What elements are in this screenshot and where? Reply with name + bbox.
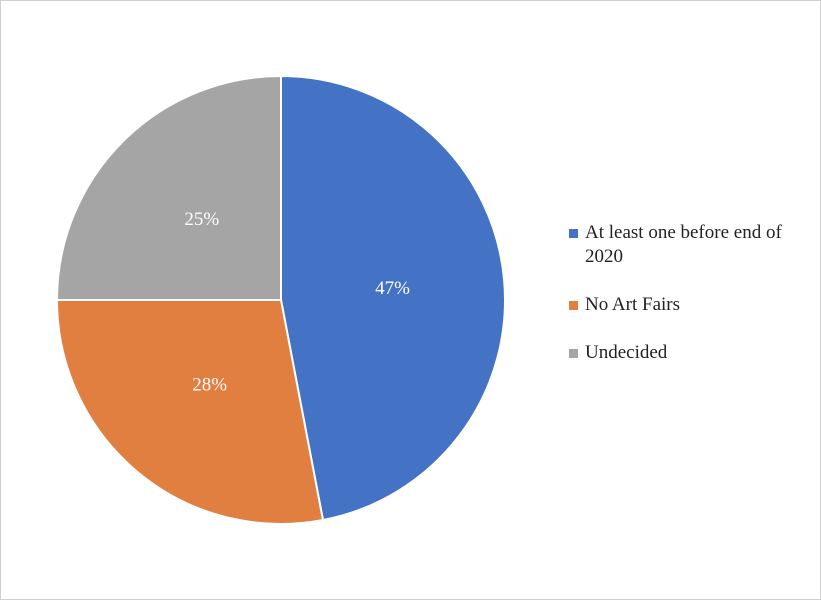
pie-slice bbox=[55, 74, 282, 301]
legend-item: Undecided bbox=[569, 341, 814, 365]
legend-label: At least one before end of 2020 bbox=[585, 222, 782, 267]
legend-label: No Art Fairs bbox=[585, 294, 680, 315]
legend-swatch bbox=[569, 301, 578, 310]
legend-swatch bbox=[569, 229, 578, 238]
legend: At least one before end of 2020 No Art Fa… bbox=[569, 221, 814, 373]
data-label: 28% bbox=[192, 375, 227, 396]
legend-item: No Art Fairs bbox=[569, 293, 814, 317]
legend-label: Undecided bbox=[585, 342, 668, 363]
pie-slice bbox=[55, 299, 325, 525]
legend-swatch bbox=[569, 349, 578, 358]
data-label: 25% bbox=[184, 209, 219, 230]
pie-slice bbox=[280, 74, 506, 522]
legend-item: At least one before end of 2020 bbox=[569, 221, 814, 269]
data-label: 47% bbox=[375, 278, 410, 299]
